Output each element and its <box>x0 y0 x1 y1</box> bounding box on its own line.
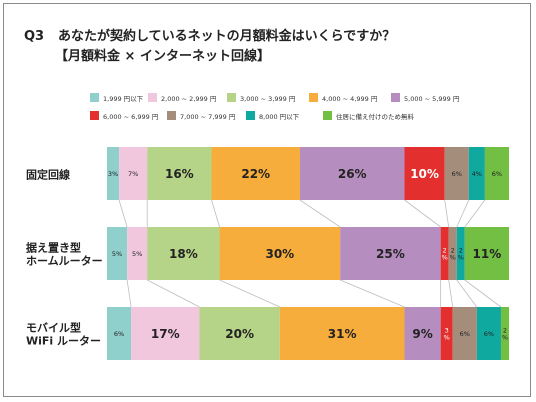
data-label: 17% <box>151 327 180 341</box>
bar-segment <box>448 227 457 280</box>
legend-label: 4,000 ~ 4,999 円 <box>322 95 377 103</box>
legend-label: 2,000 ~ 2,999 円 <box>161 95 216 103</box>
bar-segment <box>404 147 445 200</box>
legend-swatch <box>227 93 236 102</box>
data-label: 2% <box>450 247 456 262</box>
connector-line <box>456 279 478 308</box>
connector-line <box>448 279 454 308</box>
data-label: 10% <box>410 167 439 181</box>
bar-segment <box>299 147 405 200</box>
bar-segment <box>131 307 200 360</box>
data-label: 7% <box>128 170 138 178</box>
legend-swatch <box>90 111 99 120</box>
data-label: 6% <box>460 330 470 338</box>
data-label: 2% <box>502 327 508 342</box>
connector-line <box>219 279 281 308</box>
bar-segment <box>452 307 477 360</box>
data-label: 3% <box>444 327 450 342</box>
data-label: 6% <box>484 330 494 338</box>
bar-segment <box>211 147 300 200</box>
bar-segment <box>440 227 449 280</box>
legend-label: 住居に備え付けのため無料 <box>336 112 415 121</box>
chart-subtitle: 【月額料金 × インターネット回線】 <box>55 48 270 64</box>
data-label: 30% <box>265 247 294 261</box>
bar-segment <box>199 307 280 360</box>
data-label: 25% <box>376 247 405 261</box>
connector-line <box>126 279 132 308</box>
connector-line <box>147 279 200 308</box>
legend-swatch <box>391 93 400 102</box>
bars: 3% 7% 16% 22% 26% 10% 6% 4% 6%5% 5% 18% 30% 25% 2 %2 %2… <box>107 147 509 360</box>
bar-segment <box>500 307 509 360</box>
data-label: 22% <box>241 167 270 181</box>
data-label: 2% <box>442 247 448 262</box>
legend-label: 3,000 ~ 3,999 円 <box>240 95 295 103</box>
legend: 1,999 円以下 2,000 ~ 2,999 円 3,000 ~ 3,999 円 4… <box>90 93 459 121</box>
legend-swatch <box>148 93 157 102</box>
data-label: 31% <box>328 327 357 341</box>
connector-line <box>299 199 341 228</box>
connector-line <box>444 199 450 228</box>
bar-segment <box>440 307 453 360</box>
bar-segment <box>464 227 509 280</box>
legend-swatch <box>90 93 99 102</box>
category-label: 据え置き型ホームルーター <box>26 241 103 268</box>
bar-segment <box>147 147 212 200</box>
data-label: 4% <box>472 170 482 178</box>
bar-connectors <box>118 199 502 308</box>
data-label: 26% <box>338 167 367 181</box>
legend-swatch <box>309 93 318 102</box>
legend-swatch <box>246 111 255 120</box>
connector-line <box>118 199 128 228</box>
bar-segment <box>456 227 465 280</box>
connector-line <box>464 279 502 308</box>
connector-line <box>340 279 405 308</box>
legend-label: 1,999 円以下 <box>103 95 144 103</box>
data-label: 6% <box>452 170 462 178</box>
category-label: 固定回線 <box>26 168 70 182</box>
legend-swatch <box>323 111 332 120</box>
connector-line <box>404 199 441 228</box>
bar-segment <box>404 307 441 360</box>
connector-line <box>464 199 486 228</box>
data-label: 6% <box>492 170 502 178</box>
bar-segment <box>127 227 148 280</box>
question-number: Q3 <box>24 29 44 44</box>
bar-segment <box>107 227 128 280</box>
data-label: 9% <box>412 327 432 341</box>
legend-label: 5,000 ~ 5,999 円 <box>404 95 459 103</box>
bar-segment <box>107 307 132 360</box>
bar-segment <box>484 147 509 200</box>
legend-label: 6,000 ~ 6,999 円 <box>103 113 158 121</box>
bar-segment <box>119 147 148 200</box>
bar-segment <box>147 227 220 280</box>
data-label: 18% <box>169 247 198 261</box>
bar-segment <box>468 147 485 200</box>
legend-label: 7,000 ~ 7,999 円 <box>180 113 235 121</box>
connector-line <box>456 199 470 228</box>
bar-segment <box>340 227 441 280</box>
connector-line <box>211 199 220 228</box>
data-label: 11% <box>473 247 502 261</box>
data-label: 2% <box>458 247 464 262</box>
data-label: 16% <box>165 167 194 181</box>
data-label: 5% <box>112 250 122 258</box>
data-label: 3% <box>108 170 118 178</box>
question-text: あなたが契約しているネットの月額料金はいくらですか？ <box>58 28 395 44</box>
data-label: 5% <box>132 250 142 258</box>
bar-segment <box>444 147 469 200</box>
bar-segment <box>476 307 501 360</box>
data-label: 6% <box>114 330 124 338</box>
bar-segment <box>219 227 341 280</box>
category-label: モバイル型 WiFi ルーター <box>26 321 101 348</box>
data-label: 20% <box>225 327 254 341</box>
legend-swatch <box>167 111 176 120</box>
bar-segment <box>107 147 120 200</box>
bar-segment <box>279 307 405 360</box>
legend-label: 8,000 円以下 <box>259 113 300 121</box>
